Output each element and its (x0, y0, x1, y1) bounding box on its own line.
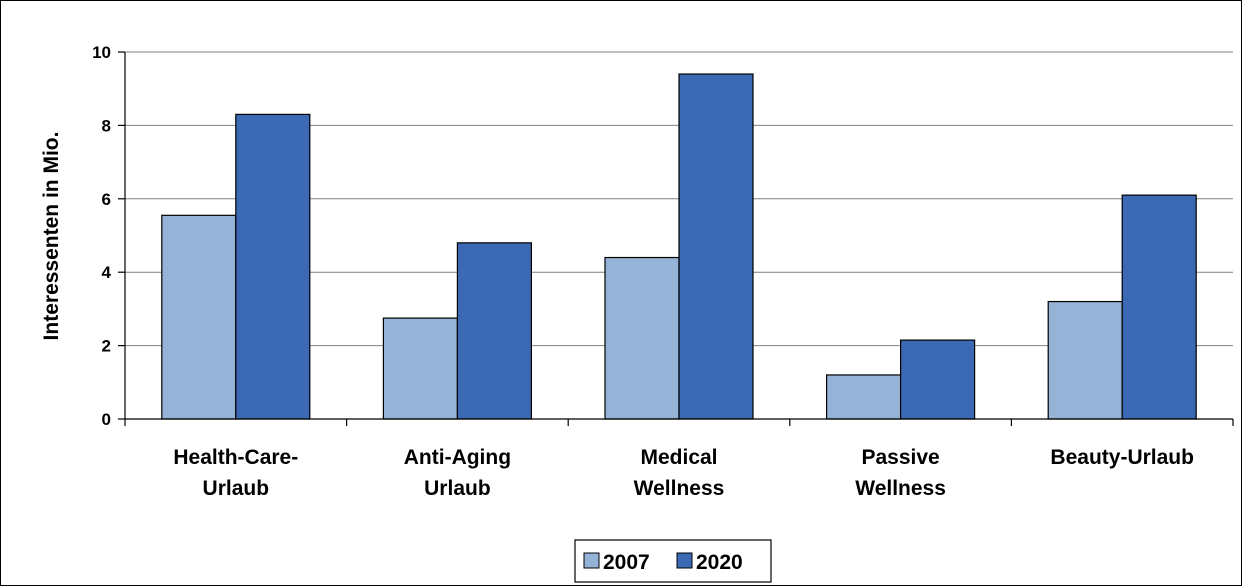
legend-label-2020: 2020 (696, 551, 743, 574)
category-label-line: Health-Care- (173, 446, 298, 469)
y-axis-label: Interessenten in Mio. (40, 132, 63, 341)
category-label-3: Passive Wellness (855, 446, 946, 500)
y-tick-labels: 0 2 4 6 8 10 (92, 43, 111, 429)
legend-swatch-2020 (676, 552, 693, 569)
y-tick-label-0: 0 (102, 410, 111, 429)
bar-2020-2 (678, 73, 754, 420)
category-label-line: Wellness (634, 477, 725, 500)
bar-2007-0 (161, 214, 237, 420)
axes (118, 51, 1234, 426)
category-label-line: Urlaub (203, 477, 270, 500)
category-label-line: Passive (861, 446, 939, 469)
legend-box (574, 539, 772, 583)
category-label-line: Anti-Aging (404, 446, 511, 469)
bars (161, 73, 1197, 420)
bar-2020-0 (235, 113, 311, 420)
y-tick-label-4: 8 (102, 116, 111, 135)
category-label-2: Medical Wellness (634, 446, 725, 500)
bar-2020-1 (456, 242, 532, 420)
bar-2007-4 (1047, 300, 1123, 420)
bar-2007-1 (382, 317, 458, 420)
x-category-labels: Health-Care- Urlaub Anti-Aging Urlaub Medica… (173, 446, 1194, 500)
category-label-1: Anti-Aging Urlaub (404, 446, 511, 500)
category-label-line: Medical (640, 446, 717, 469)
bar-2007-2 (604, 256, 680, 420)
category-label-line: Urlaub (424, 477, 491, 500)
y-tick-label-3: 6 (102, 190, 111, 209)
bar-2020-3 (899, 339, 976, 420)
y-tick-label-2: 4 (102, 263, 112, 282)
category-label-0: Health-Care- Urlaub (173, 446, 298, 500)
category-label-line: Wellness (855, 477, 946, 500)
category-label-line: Beauty-Urlaub (1050, 446, 1194, 469)
legend: 2007 2020 (574, 539, 772, 583)
bar-2020-4 (1121, 194, 1197, 420)
legend-swatch-2007 (583, 552, 600, 569)
category-label-4: Beauty-Urlaub (1050, 446, 1194, 469)
bar-2007-3 (825, 374, 902, 420)
y-tick-label-1: 2 (102, 337, 111, 356)
legend-label-2007: 2007 (603, 551, 650, 574)
y-tick-label-5: 10 (92, 43, 111, 62)
